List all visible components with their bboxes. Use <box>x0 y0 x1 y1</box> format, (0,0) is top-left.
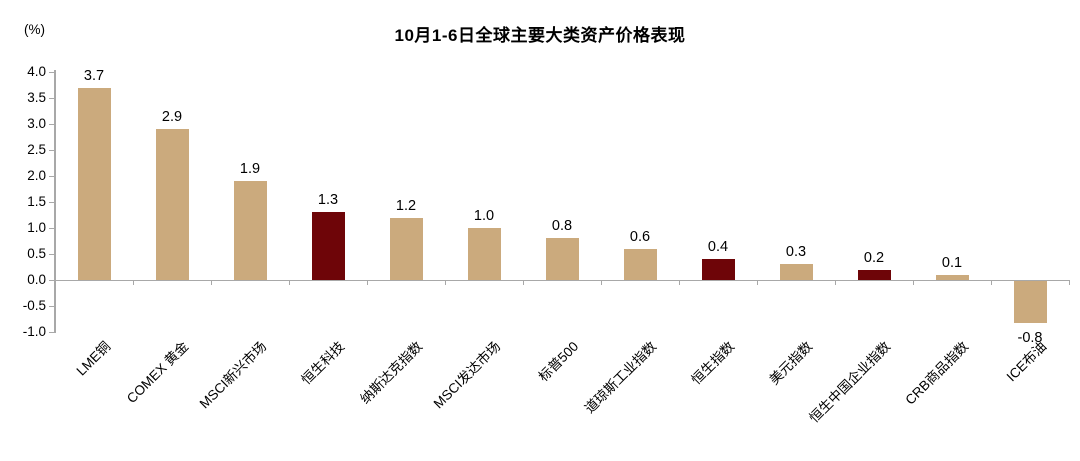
x-axis-line <box>54 279 1069 281</box>
y-axis-tick-label: 3.0 <box>27 116 46 131</box>
y-axis-unit-label: (%) <box>24 22 45 37</box>
y-axis-line <box>54 70 56 333</box>
x-tick-mark <box>132 280 134 285</box>
x-tick-mark <box>600 280 602 285</box>
x-tick-mark <box>366 280 368 285</box>
y-tick-mark <box>49 331 54 333</box>
y-axis-tick-label: 4.0 <box>27 64 46 79</box>
y-tick-mark <box>49 123 54 125</box>
y-axis-tick-label: 2.0 <box>27 168 46 183</box>
x-tick-mark <box>678 280 680 285</box>
x-tick-mark <box>444 280 446 285</box>
y-axis-tick-label: 0.0 <box>27 272 46 287</box>
bar-value-label: 3.7 <box>83 67 105 84</box>
y-axis-tick-label: 0.5 <box>27 246 46 261</box>
y-axis-tick-label: 2.5 <box>27 142 46 157</box>
x-tick-mark <box>756 280 758 285</box>
chart-title: 10月1-6日全球主要大类资产价格表现 <box>394 26 686 45</box>
x-tick-mark <box>1068 280 1070 285</box>
bar <box>389 217 423 280</box>
bar <box>779 264 813 280</box>
bar-value-label: 0.2 <box>863 249 885 266</box>
y-tick-mark <box>49 149 54 151</box>
x-tick-mark <box>912 280 914 285</box>
y-tick-mark <box>49 227 54 229</box>
bar <box>233 181 267 280</box>
bar <box>623 248 657 280</box>
bar-value-label: 0.1 <box>941 254 963 271</box>
x-tick-mark <box>210 280 212 285</box>
y-axis-tick-label: 1.5 <box>27 194 46 209</box>
y-axis-tick-label: -1.0 <box>22 324 46 339</box>
x-tick-mark <box>288 280 290 285</box>
y-tick-mark <box>49 305 54 307</box>
bar-value-label: 1.0 <box>473 208 495 224</box>
bar <box>155 129 189 280</box>
bar-value-label: 1.9 <box>239 161 261 178</box>
y-tick-mark <box>49 253 54 255</box>
bar <box>935 274 969 280</box>
y-axis-tick-label: 1.0 <box>27 220 46 235</box>
y-tick-mark <box>49 175 54 177</box>
x-tick-mark <box>990 280 992 285</box>
bar <box>545 238 579 280</box>
bar <box>77 87 111 280</box>
bar-value-label: 1.3 <box>317 192 339 209</box>
bar-value-label: 2.9 <box>161 109 183 126</box>
x-tick-mark <box>834 280 836 285</box>
y-tick-mark <box>49 279 54 281</box>
y-axis-tick-label: 3.5 <box>27 90 46 105</box>
bar-value-label: 1.2 <box>395 197 417 214</box>
y-tick-mark <box>49 201 54 203</box>
bar <box>1013 281 1047 323</box>
bar-value-label: -0.8 <box>1017 329 1043 346</box>
y-axis-tick-label: -0.5 <box>22 298 46 313</box>
y-tick-mark <box>49 97 54 99</box>
bar <box>857 269 891 280</box>
bar-value-label: 0.6 <box>629 228 651 245</box>
bar <box>701 259 735 280</box>
bar <box>311 212 345 280</box>
bar-value-label: 0.4 <box>707 239 729 256</box>
bar-value-label: 0.3 <box>785 244 807 261</box>
bar-value-label: 0.8 <box>551 218 573 235</box>
bar <box>467 228 501 280</box>
y-tick-mark <box>49 71 54 73</box>
x-tick-mark <box>522 280 524 285</box>
x-axis-label: ICE布油 <box>1003 338 1050 385</box>
